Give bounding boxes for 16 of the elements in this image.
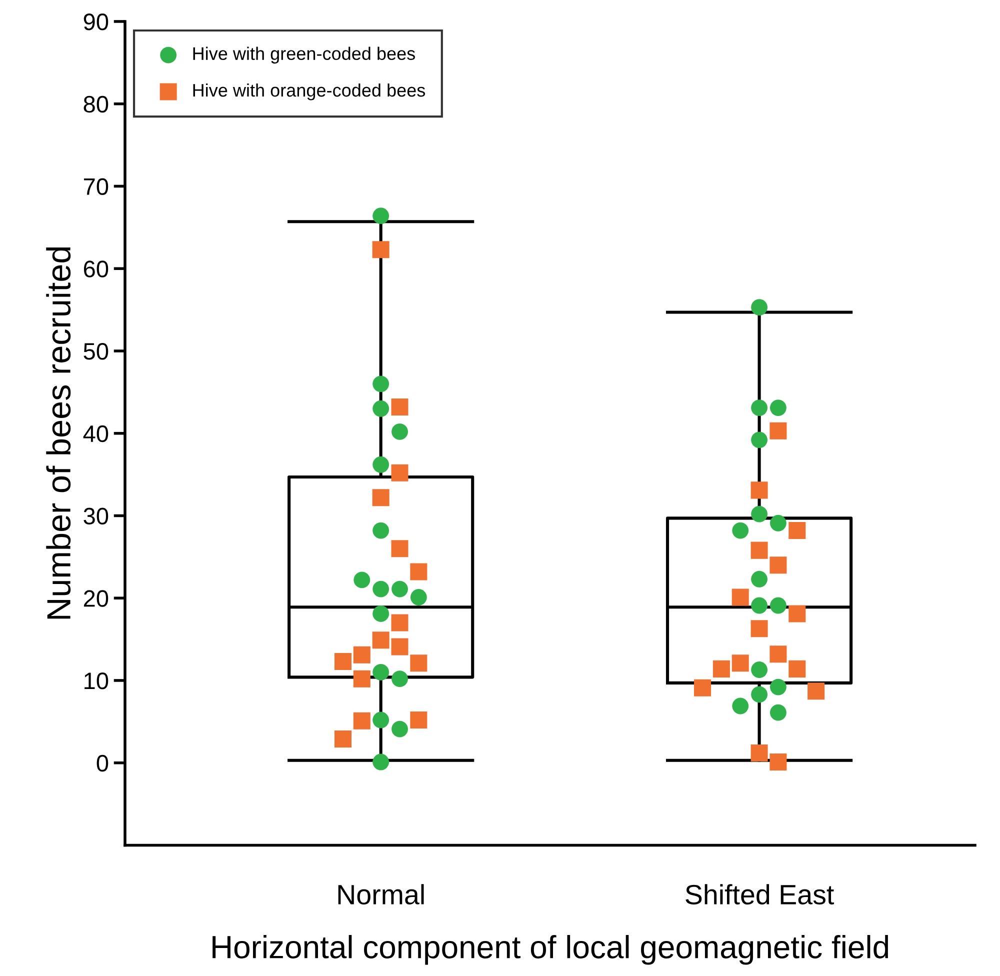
y-tick-label: 90 bbox=[84, 14, 108, 30]
y-tick-label: 30 bbox=[84, 508, 108, 525]
x-axis-title: Horizontal component of local geomagnetic field bbox=[212, 935, 888, 965]
x-tick-label: Normal bbox=[338, 884, 424, 905]
legend-label: Hive with orange-coded bees bbox=[193, 83, 426, 100]
y-axis-title: Number of bees recruited bbox=[46, 247, 71, 619]
y-tick-label: 10 bbox=[84, 672, 108, 690]
y-tick-label: 20 bbox=[84, 590, 108, 607]
y-tick-label: 80 bbox=[84, 96, 108, 113]
y-tick-label: 70 bbox=[84, 178, 108, 196]
y-tick-label: 60 bbox=[84, 260, 108, 278]
legend-label: Hive with green-coded bees bbox=[193, 46, 415, 64]
y-tick-label: 40 bbox=[83, 425, 108, 442]
y-tick-label: 50 bbox=[84, 343, 108, 360]
y-tick-label: 0 bbox=[96, 754, 108, 772]
x-tick-label: Shifted East bbox=[686, 884, 834, 905]
